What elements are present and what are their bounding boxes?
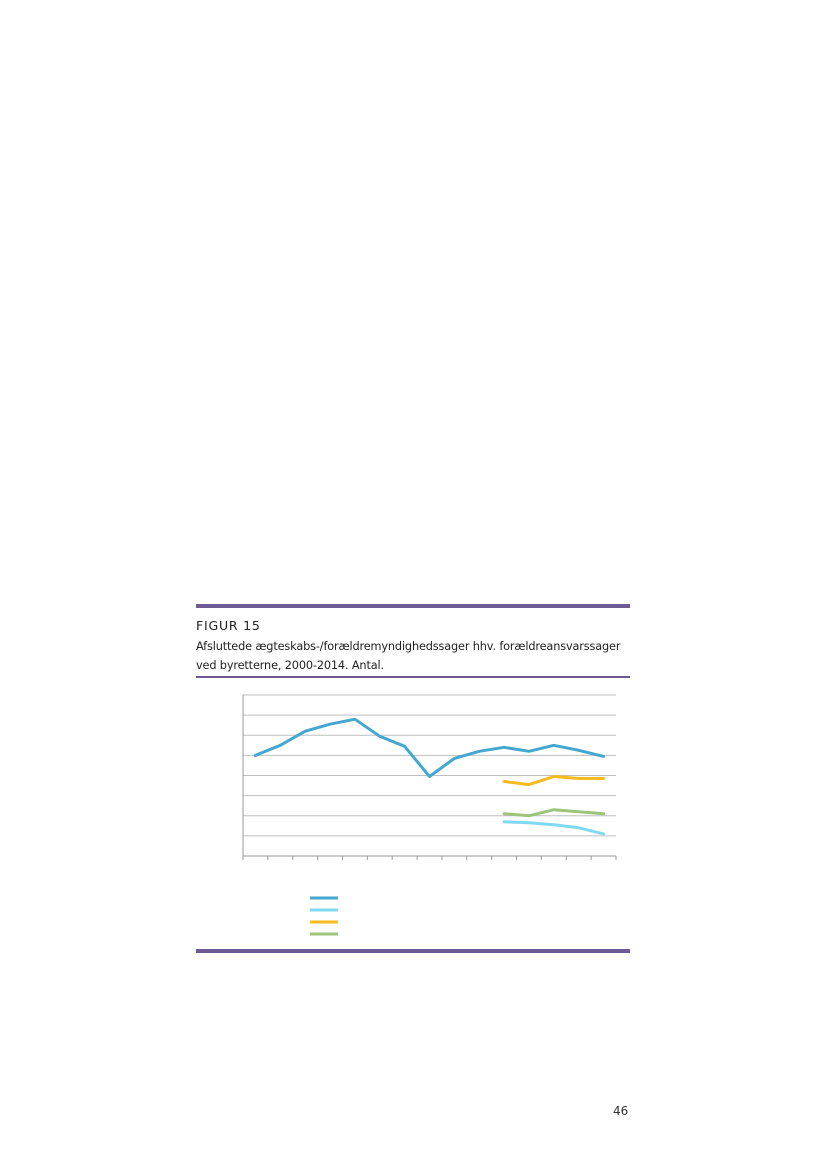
series-line-3: [502, 775, 606, 787]
figure-label: FIGUR 15: [196, 618, 261, 633]
axes: [242, 694, 617, 860]
figure-caption: Afsluttede ægteskabs-/forældremyndigheds…: [196, 640, 621, 672]
series-line-2: [502, 820, 606, 836]
legend: [310, 896, 338, 936]
figure-top-rule: [196, 604, 630, 608]
grid-lines: [243, 694, 616, 837]
series-line-4: [502, 808, 606, 818]
line-chart: [242, 694, 617, 936]
figure-bottom-rule: [196, 949, 630, 953]
page-number: 46: [613, 1104, 629, 1118]
series-line-1: [253, 717, 606, 778]
series-lines: [253, 717, 606, 836]
caption-divider: [196, 676, 630, 678]
